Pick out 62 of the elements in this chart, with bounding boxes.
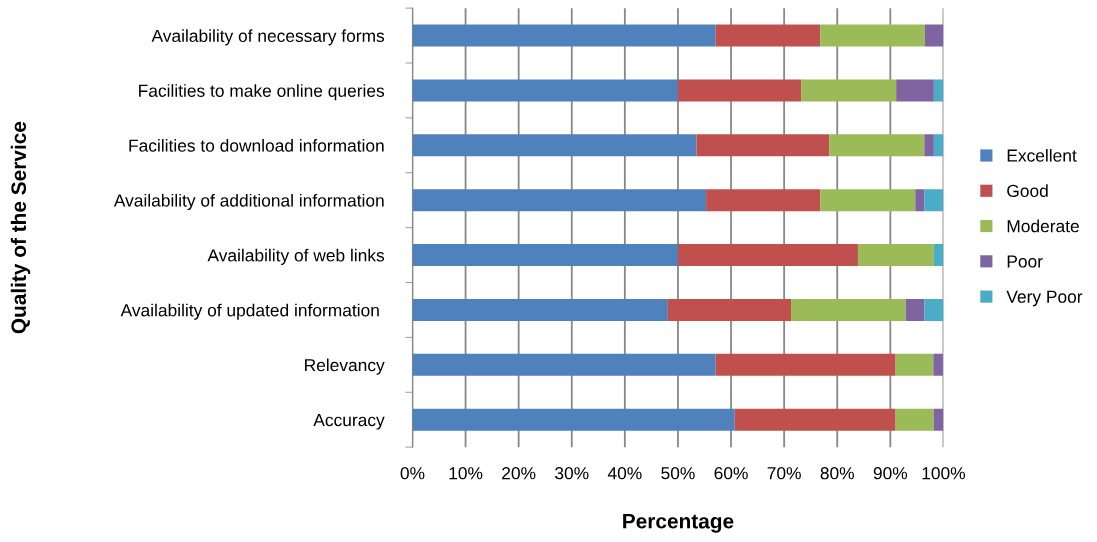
y-tick-label: Facilities to download information (129, 139, 384, 152)
bar (915, 189, 925, 212)
x-tick-label: 0% (400, 467, 425, 480)
bar (696, 134, 830, 157)
bar (734, 408, 896, 431)
bar (820, 24, 925, 47)
bar (677, 79, 802, 102)
bar (715, 24, 821, 47)
bar (895, 353, 934, 376)
bar (905, 298, 925, 321)
bar (924, 134, 934, 157)
bar (412, 79, 678, 102)
legend-label: Poor (1007, 255, 1043, 268)
x-axis-title: Percentage (623, 514, 734, 533)
bar (677, 244, 858, 267)
y-tick-label: Availability of additional information (113, 193, 384, 211)
bar (706, 189, 821, 212)
y-axis-title: Quality of the Service (10, 121, 31, 334)
x-tick-label: 100% (922, 467, 966, 480)
bar (791, 298, 906, 321)
bar (412, 353, 716, 376)
x-tick-label: 60% (714, 467, 748, 480)
x-tick-label: 20% (502, 467, 536, 480)
y-tick-label: Availability of necessary forms (151, 29, 385, 46)
legend-label: Good (1007, 184, 1048, 198)
bar (667, 298, 792, 321)
y-tick-label: Accuracy (313, 414, 385, 430)
bar (933, 353, 943, 376)
bar (412, 189, 707, 212)
bar (924, 24, 944, 47)
bar (896, 79, 934, 102)
x-tick-label: 70% (767, 467, 801, 480)
bar (412, 24, 716, 47)
bar (412, 134, 697, 157)
bar (857, 244, 934, 267)
bar (924, 298, 944, 321)
x-tick-label: 40% (607, 467, 642, 480)
x-tick-label: 90% (873, 467, 908, 480)
y-tick-label: Facilities to make online queries (139, 84, 385, 101)
x-tick-label: 10% (449, 467, 483, 480)
bar (829, 134, 925, 157)
x-tick-label: 50% (661, 467, 695, 480)
legend-label: Moderate (1007, 219, 1079, 233)
bar (933, 134, 944, 157)
legend-label: Excellent (1007, 148, 1077, 162)
x-tick-label: 80% (820, 467, 854, 480)
bar (715, 353, 896, 376)
legend-label: Very Poor (1006, 290, 1083, 307)
y-tick-label: Availability of updated information (120, 303, 379, 320)
y-tick-label: Availability of web links (207, 248, 385, 265)
bar (933, 408, 944, 431)
bar (412, 408, 735, 431)
bar (412, 298, 668, 321)
y-tick-label: Relevancy (305, 358, 385, 375)
bar (820, 189, 916, 212)
bar (412, 244, 678, 267)
bar (933, 79, 944, 102)
x-tick-label: 30% (555, 467, 589, 480)
bar (801, 79, 897, 102)
bar (933, 244, 944, 267)
bar (924, 189, 944, 212)
bar (895, 408, 934, 431)
